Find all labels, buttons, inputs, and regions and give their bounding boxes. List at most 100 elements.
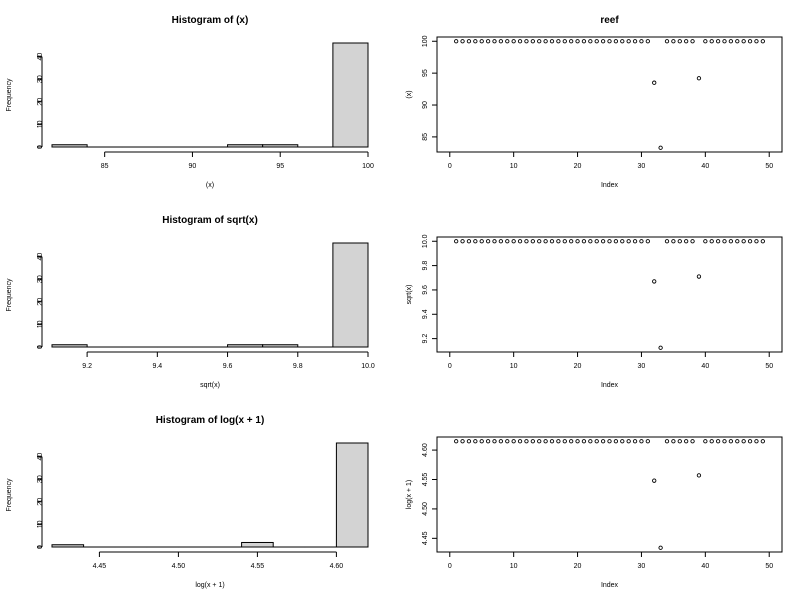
data-point [537,439,542,444]
x-tick-label: 50 [765,363,773,370]
y-tick-label: 20 [37,98,44,106]
data-point [498,239,504,244]
data-point [632,239,638,244]
panel-1: Histogram of (x) 85 90 95 100 (x) 0 10 20 30 40 Fre… [6,15,374,189]
data-point [466,39,472,44]
data-point [754,439,759,444]
data-point [709,239,714,244]
data-point [588,239,593,244]
data-point [485,39,491,44]
x-tick-label: 40 [701,163,709,170]
data-point [639,39,644,44]
y-axis-label: Frequency [6,78,13,112]
data-point [485,439,491,444]
chart-title: Histogram of log(x + 1) [156,415,265,426]
data-point [473,439,478,444]
data-point [613,239,619,244]
data-point [600,39,606,44]
panel-4: 0 10 20 30 40 50 Index 9.2 9.4 9.6 9.8 10.0 sqrt(x) [406,234,783,389]
plot-frame [436,436,783,553]
data-point [594,39,599,44]
data-point [530,239,535,244]
data-point [671,439,676,444]
data-point [562,39,567,44]
data-point [709,39,714,44]
data-point [626,39,631,44]
data-point [747,39,753,44]
data-point [722,39,727,44]
y-tick-label: 9.2 [422,334,429,344]
data-point [575,39,580,44]
data-point [517,39,523,44]
data-point [690,39,695,44]
y-tick-label: 85 [422,133,429,141]
data-point [741,439,746,444]
y-tick-label: 30 [37,75,44,83]
data-point [696,76,702,81]
data-point [594,439,599,444]
data-point [588,439,593,444]
data-point [492,439,497,444]
x-tick-label: 10 [510,563,518,570]
y-tick-label: 10 [37,320,44,328]
x-tick-label: 100 [362,163,374,170]
histogram-bar [51,544,85,548]
data-point [664,39,670,44]
data-point [537,239,542,244]
data-point [460,39,465,44]
data-point [735,39,740,44]
data-point [747,239,753,244]
histogram-bar [262,344,299,348]
data-point [632,39,638,44]
data-point [473,239,478,244]
data-point [613,439,619,444]
data-point [703,39,708,44]
histogram-bar [51,344,88,348]
x-axis-label: Index [601,382,619,389]
data-point [632,439,638,444]
data-point [454,39,459,44]
data-point [549,39,555,44]
data-point [479,39,484,44]
y-tick-label: 4.45 [422,531,429,545]
y-tick-label: 0 [37,145,44,149]
plot-frame [436,36,783,153]
x-axis-label: Index [601,582,619,589]
data-point [511,39,516,44]
data-point [652,478,657,483]
y-axis-label: log(x + 1) [406,480,413,509]
data-point [715,39,721,44]
x-tick-label: 20 [574,563,582,570]
data-point [715,239,721,244]
x-tick-label: 9.8 [293,363,303,370]
data-point [754,39,759,44]
data-point [722,239,727,244]
x-tick-label: 40 [701,363,709,370]
data-point [760,439,765,444]
y-tick-label: 40 [37,53,44,61]
chart-title: Histogram of (x) [172,15,249,26]
plot-frame [436,236,783,353]
y-tick-label: 4.60 [422,443,429,457]
x-axis-label: (x) [206,182,214,189]
data-point [517,239,523,244]
histogram-bar [241,541,274,548]
x-tick-label: 10 [510,363,518,370]
data-point [537,39,542,44]
data-point [684,39,689,44]
data-point [588,39,593,44]
data-point [684,239,689,244]
data-point [600,439,606,444]
data-point [715,439,721,444]
data-point [754,239,759,244]
histogram-bar [262,144,299,148]
data-point [703,239,708,244]
data-point [524,239,529,244]
data-point [454,439,459,444]
panel-6: 0 10 20 30 40 50 Index 4.45 4.50 4.55 4.60 log(x + … [406,436,783,589]
data-point [671,239,676,244]
data-point [575,439,580,444]
histogram-bar [227,144,264,148]
x-tick-label: 40 [701,563,709,570]
data-point [741,239,746,244]
